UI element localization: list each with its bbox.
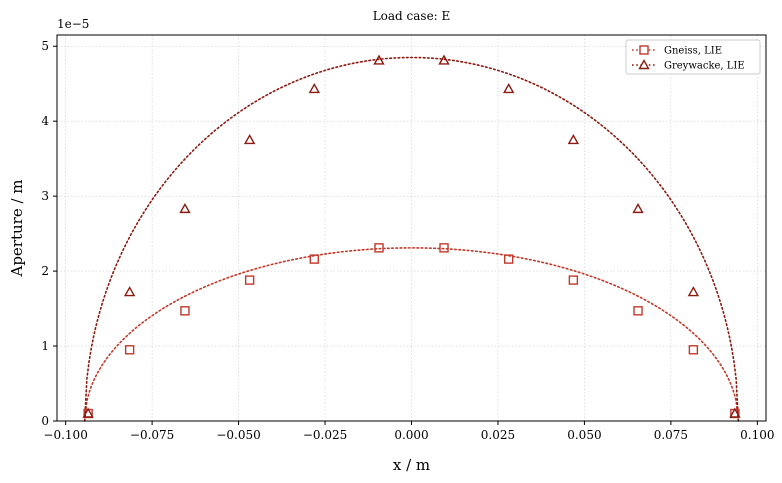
x-tick-label: −0.075 (130, 428, 174, 442)
y-tick-label: 3 (41, 189, 49, 203)
data-point-square (374, 243, 384, 253)
data-point-square (568, 275, 579, 285)
x-tick-label: 0.000 (394, 428, 428, 442)
legend: Gneiss, LIE Greywacke, LIE (625, 39, 761, 75)
data-point-triangle (373, 54, 385, 65)
legend-label: Greywacke, LIE (664, 61, 745, 72)
data-point-square (180, 306, 190, 316)
data-point-square (244, 275, 255, 285)
data-point-triangle (502, 83, 515, 94)
grid-lines (57, 35, 766, 422)
y-tick-label: 0 (41, 414, 49, 428)
data-point-triangle (687, 286, 700, 297)
data-point-triangle (567, 134, 580, 145)
x-tick-label: 0.025 (481, 428, 515, 442)
data-point-triangle (123, 286, 136, 297)
y-axis-offset-label: 1e−5 (57, 17, 89, 31)
data-point-triangle (179, 202, 191, 214)
data-point-square (309, 254, 320, 264)
data-point-triangle (82, 407, 94, 418)
y-tick-label: 2 (41, 264, 49, 278)
y-tick-label: 5 (41, 39, 49, 53)
series-curve-1 (83, 247, 740, 422)
data-point-triangle (438, 54, 450, 65)
series-markers (82, 54, 741, 419)
legend-marker-square (639, 45, 649, 55)
x-tick-label: −0.100 (43, 428, 87, 442)
data-point-triangle (243, 134, 256, 145)
x-tick-label: 0.100 (740, 428, 774, 442)
data-point-square (688, 345, 699, 355)
x-tick-label: 0.075 (654, 428, 688, 442)
data-point-square (124, 345, 135, 355)
series-curve-2 (83, 56, 740, 422)
y-tick-label: 1 (41, 339, 49, 353)
chart-title: Load case: E (373, 9, 451, 23)
legend-box (625, 39, 761, 75)
x-axis-label: x / m (393, 456, 430, 474)
legend-label: Gneiss, LIE (664, 46, 722, 57)
data-point-triangle (632, 202, 644, 214)
x-tick-label: −0.025 (303, 428, 347, 442)
axis-ticks: −0.100 −0.075 −0.050 −0.025 0.000 0.025 0.050 0… (41, 39, 774, 442)
data-point-triangle (729, 407, 741, 418)
data-point-square (503, 254, 514, 264)
data-point-square (633, 306, 643, 316)
series-curves (83, 56, 740, 422)
y-axis-label: Aperture / m (8, 179, 26, 277)
y-tick-label: 4 (41, 114, 49, 128)
x-tick-label: 0.050 (567, 428, 601, 442)
x-tick-label: −0.050 (216, 428, 260, 442)
data-point-triangle (308, 83, 321, 94)
data-point-square (439, 243, 449, 253)
legend-marker-triangle (638, 59, 650, 70)
